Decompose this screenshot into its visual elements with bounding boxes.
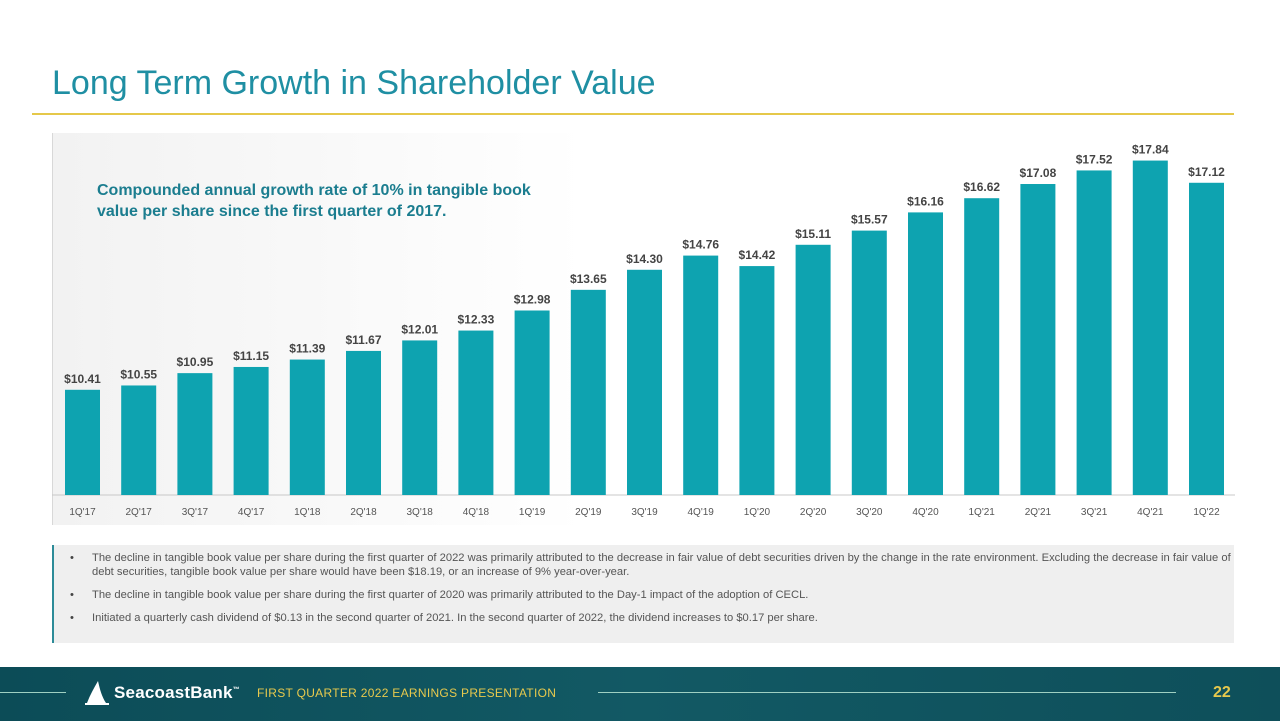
note-item: • The decline in tangible book value per …	[70, 551, 1234, 579]
seacoast-logo: SeacoastBank™	[84, 679, 240, 707]
data-label: $12.33	[458, 313, 495, 327]
data-label: $17.08	[1020, 166, 1057, 180]
bar-4Q'18	[458, 330, 494, 495]
footer-bar: SeacoastBank™ FIRST QUARTER 2022 EARNING…	[0, 667, 1280, 721]
sail-icon	[85, 681, 109, 705]
data-label: $12.98	[514, 293, 551, 307]
bullet-icon: •	[70, 612, 74, 624]
note-text: Initiated a quarterly cash dividend of $…	[92, 612, 818, 624]
bar-3Q'17	[177, 373, 213, 495]
bar-4Q'21	[1132, 160, 1168, 495]
bar-2Q'17	[121, 385, 157, 495]
data-label: $10.41	[64, 372, 101, 386]
data-label: $14.76	[682, 238, 719, 252]
bullet-icon: •	[70, 552, 74, 564]
bar-1Q'18	[289, 359, 325, 495]
bar-3Q'20	[851, 230, 887, 495]
page-number: 22	[1213, 684, 1231, 701]
x-tick-label: 2Q'17	[126, 507, 153, 518]
x-tick-label: 4Q'17	[238, 507, 265, 518]
notes-panel: • The decline in tangible book value per …	[52, 545, 1234, 643]
x-tick-label: 2Q'19	[575, 507, 602, 518]
data-label: $15.57	[851, 213, 888, 227]
x-tick-label: 3Q'21	[1081, 507, 1108, 518]
x-tick-label: 1Q'20	[744, 507, 771, 518]
bar-4Q'19	[683, 255, 719, 495]
data-label: $13.65	[570, 272, 607, 286]
x-tick-label: 1Q'17	[69, 507, 96, 518]
x-tick-label: 3Q'20	[856, 507, 883, 518]
page-title: Long Term Growth in Shareholder Value	[52, 64, 656, 102]
x-tick-label: 4Q'19	[688, 507, 715, 518]
x-tick-label: 1Q'19	[519, 507, 546, 518]
x-tick-label: 4Q'18	[463, 507, 490, 518]
presentation-title: FIRST QUARTER 2022 EARNINGS PRESENTATION	[257, 686, 557, 700]
bullet-icon: •	[70, 589, 74, 601]
data-label: $10.55	[120, 367, 157, 381]
data-label: $16.16	[907, 194, 944, 208]
bar-chart: $10.41 1Q'17 $10.55 2Q'17 $10.95 3Q'17 $11.15 4…	[52, 143, 1235, 518]
x-tick-label: 1Q'22	[1193, 507, 1220, 518]
data-label: $11.39	[289, 342, 325, 356]
bar-1Q'22	[1189, 182, 1224, 495]
bar-1Q'20	[739, 266, 775, 495]
cagr-annotation: Compounded annual growth rate of 10% in …	[97, 182, 531, 220]
notes-list: • The decline in tangible book value per …	[54, 545, 1234, 625]
x-tick-label: 3Q'18	[407, 507, 434, 518]
bar-3Q'19	[627, 269, 662, 495]
data-label: $11.67	[345, 333, 381, 347]
x-tick-label: 2Q'21	[1025, 507, 1052, 518]
data-label: $16.62	[963, 180, 1000, 194]
x-tick-label: 2Q'18	[350, 507, 377, 518]
data-label: $12.01	[401, 322, 438, 336]
data-label: $10.95	[177, 355, 214, 369]
x-tick-label: 4Q'21	[1137, 507, 1164, 518]
x-tick-label: 1Q'21	[969, 507, 996, 518]
note-item: • Initiated a quarterly cash dividend of …	[70, 611, 1234, 625]
note-item: • The decline in tangible book value per …	[70, 588, 1234, 602]
bar-3Q'21	[1076, 170, 1112, 495]
x-tick-label: 1Q'18	[294, 507, 321, 518]
bar-1Q'19	[514, 310, 550, 495]
title-divider	[32, 113, 1234, 115]
data-label: $14.30	[626, 252, 663, 266]
footer-rule-left	[0, 692, 66, 693]
data-label: $11.15	[233, 349, 269, 363]
data-label: $17.52	[1076, 152, 1113, 166]
bar-4Q'17	[233, 366, 269, 495]
bar-2Q'18	[346, 350, 381, 495]
data-label: $17.84	[1132, 143, 1169, 157]
note-text: The decline in tangible book value per s…	[92, 552, 1231, 578]
bar-4Q'20	[908, 212, 943, 495]
bar-3Q'18	[402, 340, 438, 495]
bar-2Q'20	[795, 244, 831, 495]
data-label: $17.12	[1188, 165, 1225, 179]
data-label: $14.42	[739, 248, 776, 262]
x-tick-label: 3Q'19	[631, 507, 658, 518]
footer-rule-right	[598, 692, 1176, 693]
bar-2Q'21	[1020, 184, 1056, 495]
x-tick-label: 3Q'17	[182, 507, 209, 518]
bar-1Q'17	[65, 389, 100, 495]
logo-text: SeacoastBank™	[114, 683, 240, 702]
x-tick-label: 2Q'20	[800, 507, 827, 518]
bar-1Q'21	[964, 198, 1000, 495]
note-text: The decline in tangible book value per s…	[92, 589, 809, 601]
bar-2Q'19	[570, 289, 606, 495]
data-label: $15.11	[795, 227, 831, 241]
x-tick-label: 4Q'20	[912, 507, 939, 518]
